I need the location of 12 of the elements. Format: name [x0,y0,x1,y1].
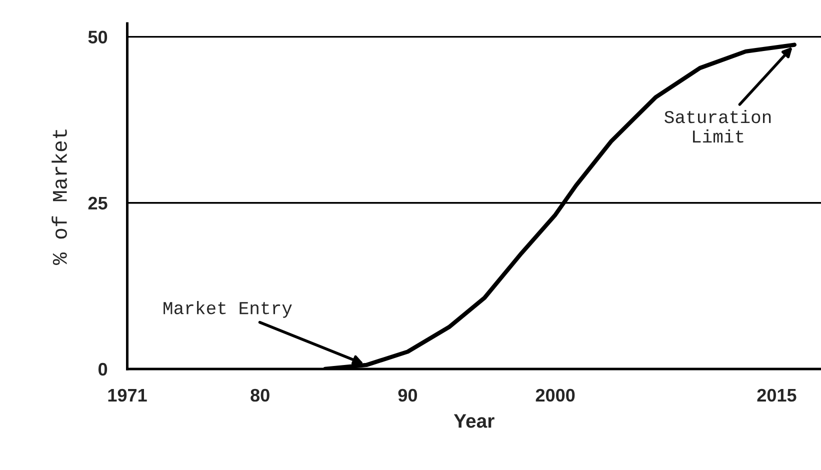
x-tick-label: 2015 [757,388,796,402]
annotation: Market Entry [164,300,292,318]
x-axis-title: Year [454,414,494,428]
y-tick-label: 25 [88,196,108,210]
x-tick-label: 90 [398,388,418,402]
x-tick-label: 2000 [536,388,575,402]
y-axis-title: % of Market [52,130,67,265]
x-tick-label: 1971 [108,388,147,402]
annotation: Saturation Limit [664,110,771,143]
y-tick-label: 50 [88,30,108,44]
x-tick-label: 80 [250,388,270,402]
y-tick-label: 0 [98,362,108,376]
